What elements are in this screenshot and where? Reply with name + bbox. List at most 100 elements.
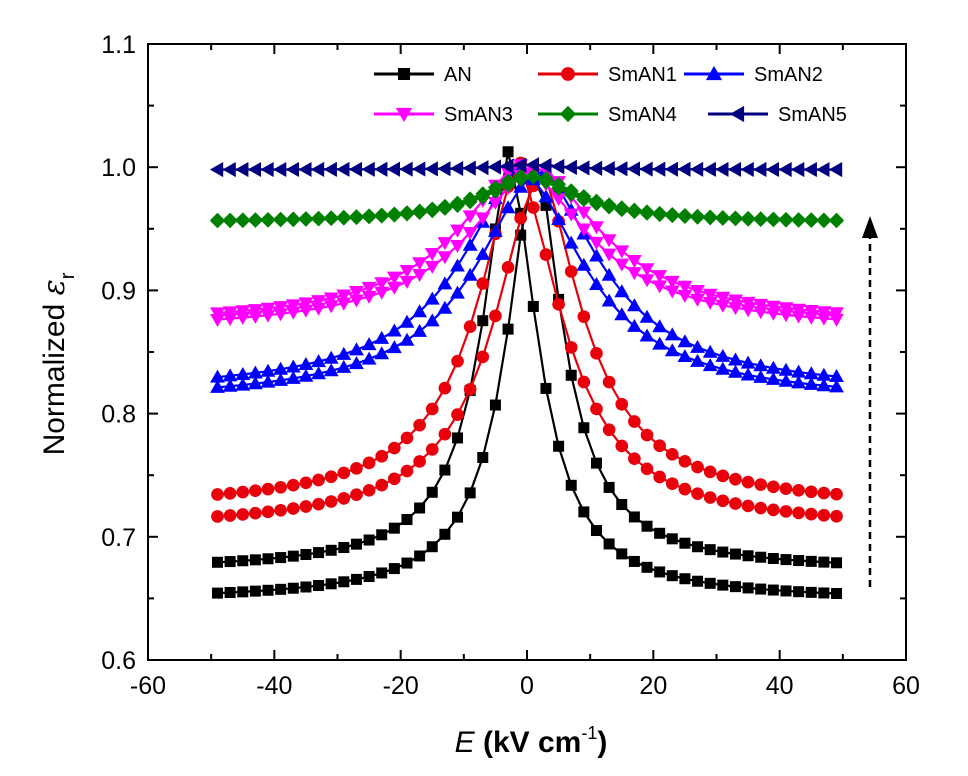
data-point-sman2	[639, 328, 655, 342]
data-point-an	[376, 529, 388, 541]
data-point-sman5	[374, 161, 388, 177]
data-point-sman4	[702, 209, 718, 225]
data-point-sman5	[323, 162, 337, 177]
data-point-sman4	[248, 213, 263, 228]
data-point-sman2	[803, 376, 819, 390]
data-point-sman2	[273, 372, 289, 386]
data-point-sman1	[350, 488, 363, 502]
data-point-sman1	[665, 448, 679, 461]
x-tick-label: -40	[256, 672, 292, 700]
data-point-sman3	[614, 245, 630, 259]
data-point-sman4	[311, 211, 326, 227]
data-point-sman3	[222, 306, 238, 320]
data-point-sman1	[350, 462, 363, 475]
data-point-an	[502, 323, 514, 335]
data-point-sman4	[361, 209, 377, 225]
data-point-sman1	[703, 465, 717, 479]
data-point-sman4	[652, 205, 668, 221]
data-point-sman3	[248, 310, 263, 324]
data-point-an	[489, 399, 501, 411]
data-point-sman1	[767, 480, 780, 494]
data-point-sman2	[424, 291, 440, 305]
data-point-an	[426, 486, 438, 498]
y-tick-label: 0.8	[101, 401, 136, 429]
data-point-sman4	[235, 213, 251, 229]
data-point-sman1	[249, 484, 262, 498]
data-point-sman2	[475, 246, 491, 260]
data-point-an	[578, 422, 590, 434]
data-point-sman4	[222, 213, 238, 229]
data-point-sman2	[816, 367, 832, 381]
data-point-sman5	[500, 158, 514, 174]
data-point-an	[818, 556, 830, 568]
data-point-sman5	[285, 162, 299, 177]
data-point-sman2	[677, 349, 693, 362]
data-point-sman5	[677, 161, 691, 177]
data-point-an	[439, 464, 451, 476]
data-point-sman4	[664, 207, 680, 222]
data-point-sman1	[653, 439, 666, 453]
data-point-sman3	[285, 306, 301, 320]
data-point-sman1	[312, 473, 325, 487]
data-point-sman1	[425, 443, 439, 456]
data-point-an	[439, 528, 451, 540]
data-point-sman3	[778, 309, 794, 323]
data-point-sman2	[702, 358, 718, 372]
data-point-sman1	[830, 487, 843, 501]
data-point-sman2	[386, 323, 402, 337]
data-point-sman5	[576, 160, 590, 176]
legend-marker-sman4	[559, 105, 577, 123]
data-point-an	[401, 557, 413, 569]
data-point-sman2	[412, 304, 427, 318]
data-point-an	[249, 585, 261, 597]
data-point-sman2	[614, 284, 630, 298]
data-point-an	[553, 440, 565, 452]
data-point-sman2	[386, 340, 402, 354]
data-point-sman3	[627, 267, 642, 281]
data-point-sman3	[399, 265, 415, 278]
data-point-sman1	[665, 477, 679, 490]
plot-frame	[147, 43, 907, 661]
data-point-sman1	[754, 478, 768, 491]
data-point-sman3	[336, 297, 352, 311]
data-point-sman5	[627, 161, 640, 177]
data-point-sman4	[690, 208, 705, 224]
data-point-sman3	[260, 309, 276, 323]
data-point-sman2	[728, 364, 743, 378]
data-point-an	[224, 556, 236, 568]
data-point-an	[654, 566, 666, 578]
data-point-sman4	[437, 201, 453, 216]
data-point-sman1	[337, 466, 351, 480]
legend-marker-sman2	[705, 65, 723, 81]
data-point-sman2	[829, 379, 844, 393]
data-point-sman1	[767, 503, 780, 517]
data-point-sman3	[323, 300, 339, 314]
data-point-sman1	[324, 495, 338, 508]
data-point-sman1	[729, 497, 742, 510]
data-point-sman5	[791, 162, 805, 177]
data-point-sman1	[602, 375, 616, 389]
x-tick-label: 20	[639, 672, 667, 700]
data-point-sman5	[488, 159, 501, 175]
data-point-sman2	[778, 373, 794, 387]
data-point-sman1	[602, 423, 616, 437]
data-point-sman1	[804, 507, 818, 521]
data-point-an	[780, 585, 792, 597]
data-point-sman2	[450, 258, 465, 272]
data-point-sman1	[754, 501, 768, 515]
data-point-sman3	[222, 313, 238, 326]
data-point-an	[338, 576, 350, 588]
data-point-sman3	[829, 307, 844, 321]
data-point-an	[515, 229, 527, 241]
data-point-sman3	[765, 300, 781, 314]
data-point-sman1	[564, 265, 578, 278]
data-point-sman5	[715, 162, 729, 177]
y-tick-label: 1.1	[101, 31, 136, 59]
data-point-sman1	[615, 397, 629, 411]
data-point-sman1	[388, 472, 401, 486]
data-point-sman2	[715, 361, 731, 375]
data-point-sman3	[765, 307, 781, 321]
data-point-an	[793, 586, 805, 598]
data-point-sman4	[589, 193, 604, 209]
